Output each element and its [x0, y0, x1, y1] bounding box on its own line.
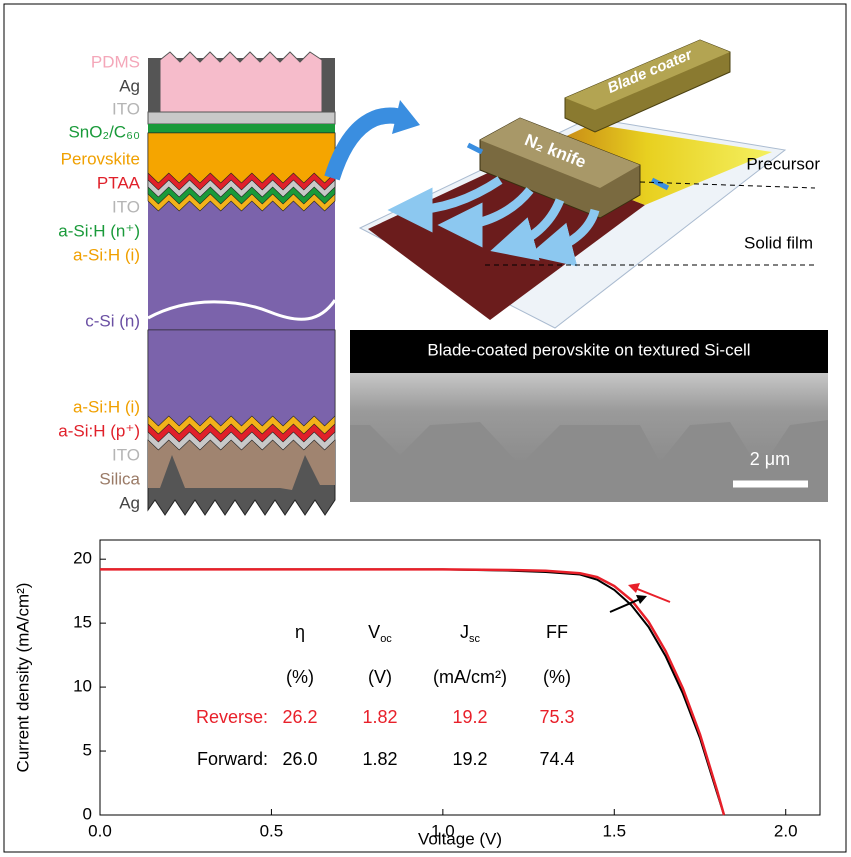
layer-label: ITO: [112, 197, 140, 216]
header-symbol: FF: [546, 622, 568, 642]
figure: PDMS Ag ITO SnO₂/C₆₀ Perovskite PTAA ITO a-Si:H…: [0, 0, 851, 857]
transfer-arrow-head: [392, 100, 420, 134]
layer-label: ITO: [112, 99, 140, 118]
sweep-arrow-head: [628, 583, 640, 593]
layer-label: c-Si (n): [85, 311, 140, 330]
y-axis-label: Current density (mA/cm²): [13, 583, 32, 773]
sem-image: Blade-coated perovskite on textured Si-c…: [350, 330, 828, 502]
y-tick-label: 0: [83, 804, 92, 823]
solid-film-label: Solid film: [744, 233, 813, 252]
table-header: FF: [546, 622, 568, 642]
y-tick-label: 15: [73, 613, 92, 632]
x-tick-label: 1.5: [602, 821, 626, 840]
table-unit: (V): [368, 667, 392, 687]
scale-bar-label: 2 μm: [750, 449, 790, 469]
table-header: Jsc: [460, 622, 481, 645]
layer-label: Silica: [99, 469, 140, 488]
header-symbol: J: [460, 622, 469, 642]
table-cell: 1.82: [362, 707, 397, 727]
layer-label: PDMS: [91, 52, 140, 71]
table-cell: 19.2: [452, 707, 487, 727]
table-cell: 26.0: [282, 749, 317, 769]
ito-top: [148, 112, 335, 124]
table-cell: 26.2: [282, 707, 317, 727]
header-subscript: sc: [469, 633, 481, 645]
sem-caption: Blade-coated perovskite on textured Si-c…: [427, 340, 750, 359]
x-tick-label: 0.5: [260, 821, 284, 840]
y-tick-label: 10: [73, 677, 92, 696]
pdms: [160, 52, 322, 112]
header-subscript: oc: [380, 633, 392, 645]
layer-label: a-Si:H (i): [73, 245, 140, 264]
table-cell: 1.82: [362, 749, 397, 769]
layer-label: a-Si:H (n⁺): [58, 221, 140, 240]
table-cell: 19.2: [452, 749, 487, 769]
table-unit: (mA/cm²): [433, 667, 507, 687]
table-header: η: [295, 622, 305, 642]
precursor-label: Precursor: [746, 154, 820, 173]
table-header: Voc: [368, 622, 392, 645]
header-symbol: V: [368, 622, 380, 642]
table-cell: 75.3: [539, 707, 574, 727]
layer-label: SnO₂/C₆₀: [68, 122, 140, 141]
sno2: [148, 124, 335, 133]
schematic: Blade coater N₂ knife Precursor Solid fi…: [332, 40, 820, 328]
y-tick-label: 5: [83, 741, 92, 760]
table-unit: (%): [543, 667, 571, 687]
layer-label: a-Si:H (i): [73, 397, 140, 416]
layer-label: Ag: [119, 493, 140, 512]
transfer-arrow: [332, 116, 405, 178]
layer-label: Perovskite: [61, 149, 140, 168]
layer-label: ITO: [112, 445, 140, 464]
jv-curve: [100, 569, 724, 815]
x-tick-label: 0.0: [88, 821, 112, 840]
header-symbol: η: [295, 622, 305, 642]
table-unit: (%): [286, 667, 314, 687]
perovskite: [148, 133, 335, 183]
row-label: Reverse:: [196, 707, 268, 727]
jv-curve: [100, 569, 724, 815]
row-label: Forward:: [197, 749, 268, 769]
y-tick-label: 20: [73, 549, 92, 568]
layer-label: Ag: [119, 76, 140, 95]
layer-label: a-Si:H (p⁺): [58, 421, 140, 440]
c-si: [148, 330, 335, 426]
table-cell: 74.4: [539, 749, 574, 769]
layer-label: PTAA: [97, 173, 141, 192]
x-tick-label: 2.0: [774, 821, 798, 840]
x-axis-label: Voltage (V): [418, 829, 502, 848]
layer-stack: PDMS Ag ITO SnO₂/C₆₀ Perovskite PTAA ITO a-Si:H…: [58, 52, 335, 515]
